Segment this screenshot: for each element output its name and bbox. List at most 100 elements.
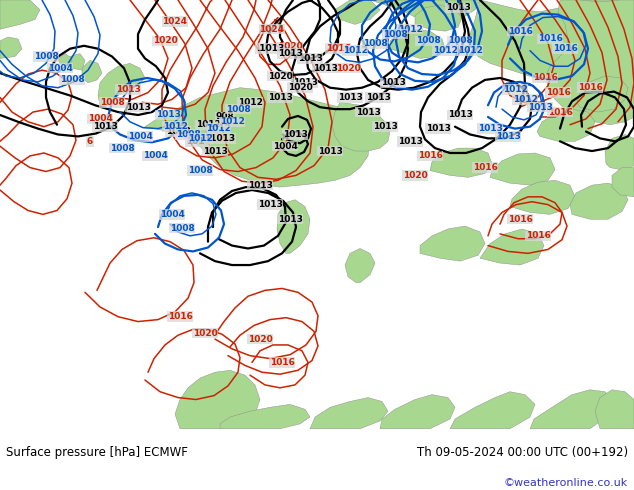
Polygon shape — [390, 29, 445, 58]
Text: 1016: 1016 — [548, 108, 573, 117]
Text: 1008: 1008 — [110, 144, 134, 152]
Polygon shape — [68, 53, 85, 70]
Text: Surface pressure [hPa] ECMWF: Surface pressure [hPa] ECMWF — [6, 445, 188, 459]
Text: 1016: 1016 — [326, 44, 351, 53]
Text: 1013: 1013 — [425, 124, 450, 133]
Polygon shape — [577, 76, 628, 112]
Polygon shape — [415, 5, 462, 31]
Text: 1016: 1016 — [269, 358, 294, 367]
Text: 1008: 1008 — [100, 98, 124, 107]
Polygon shape — [537, 109, 595, 141]
Text: 1013: 1013 — [268, 93, 292, 102]
Text: 1004: 1004 — [160, 210, 184, 219]
Text: 1016: 1016 — [546, 88, 571, 97]
Text: 1016: 1016 — [472, 163, 498, 172]
Text: 11013: 11013 — [204, 134, 236, 143]
Text: 1004: 1004 — [87, 114, 112, 123]
Text: 1020: 1020 — [153, 36, 178, 46]
Polygon shape — [450, 392, 535, 429]
Text: 1016: 1016 — [526, 231, 550, 240]
Text: 1012: 1012 — [195, 120, 221, 129]
Text: 1013: 1013 — [448, 110, 472, 120]
Text: 1008: 1008 — [416, 36, 441, 46]
Polygon shape — [530, 390, 614, 429]
Text: 1016: 1016 — [538, 34, 562, 44]
Text: 1013: 1013 — [155, 110, 181, 120]
Text: 6: 6 — [87, 137, 93, 146]
Polygon shape — [420, 226, 485, 261]
Text: 1013: 1013 — [115, 85, 141, 94]
Polygon shape — [58, 53, 72, 66]
Text: Th 09-05-2024 00:00 UTC (00+192): Th 09-05-2024 00:00 UTC (00+192) — [417, 445, 628, 459]
Polygon shape — [470, 0, 634, 80]
Text: 1016: 1016 — [508, 215, 533, 224]
Polygon shape — [335, 0, 380, 24]
Text: 1013: 1013 — [318, 147, 342, 155]
Text: 1020: 1020 — [288, 83, 313, 92]
Text: 1008: 1008 — [363, 39, 387, 49]
Text: 1013: 1013 — [93, 122, 117, 131]
Text: 1013: 1013 — [373, 122, 398, 131]
Text: 1013: 1013 — [380, 78, 405, 87]
Polygon shape — [480, 229, 544, 265]
Text: ©weatheronline.co.uk: ©weatheronline.co.uk — [503, 478, 628, 488]
Text: 1016: 1016 — [418, 151, 443, 160]
Text: 1008: 1008 — [60, 75, 84, 84]
Polygon shape — [310, 397, 388, 429]
Text: 1013: 1013 — [186, 137, 210, 146]
Text: 1013: 1013 — [496, 132, 521, 141]
Text: 1008: 1008 — [448, 36, 472, 46]
Polygon shape — [570, 183, 628, 219]
Polygon shape — [510, 180, 575, 215]
Polygon shape — [490, 153, 555, 185]
Polygon shape — [370, 0, 480, 24]
Text: 1013: 1013 — [527, 103, 552, 112]
Text: 1013: 1013 — [202, 147, 228, 155]
Text: 1013: 1013 — [398, 137, 422, 146]
Polygon shape — [145, 88, 370, 187]
Text: 1013: 1013 — [446, 3, 470, 12]
Text: 1013: 1013 — [278, 49, 302, 58]
Text: 1013: 1013 — [313, 64, 337, 73]
Text: 1020: 1020 — [278, 42, 302, 51]
Text: 1013: 1013 — [337, 93, 363, 102]
Polygon shape — [82, 60, 102, 83]
Text: 1012: 1012 — [188, 134, 212, 143]
Text: 1012: 1012 — [503, 85, 527, 94]
Text: 1020: 1020 — [403, 171, 427, 180]
Text: 1013: 1013 — [366, 93, 391, 102]
Text: 1013: 1013 — [477, 124, 502, 133]
Text: 1012: 1012 — [512, 95, 538, 104]
Text: 1012: 1012 — [458, 46, 482, 55]
Text: 1024: 1024 — [162, 17, 188, 26]
Text: 1008: 1008 — [176, 130, 200, 139]
Polygon shape — [98, 63, 145, 107]
Text: 1004: 1004 — [143, 151, 167, 160]
Text: 1013: 1013 — [247, 181, 273, 190]
Text: 1004: 1004 — [48, 64, 72, 73]
Text: 1012: 1012 — [162, 122, 188, 131]
Text: 1016: 1016 — [508, 26, 533, 36]
Text: 1013: 1013 — [356, 108, 380, 117]
Polygon shape — [345, 248, 375, 283]
Text: 1016: 1016 — [533, 74, 557, 82]
Polygon shape — [595, 390, 634, 429]
Text: 1004: 1004 — [127, 132, 152, 141]
Polygon shape — [277, 200, 310, 253]
Text: 1024: 1024 — [259, 24, 285, 34]
Text: 1013: 1013 — [292, 78, 318, 87]
Text: .1013: .1013 — [256, 44, 284, 53]
Polygon shape — [0, 0, 40, 29]
Polygon shape — [430, 148, 492, 177]
Text: 1008: 1008 — [170, 223, 195, 233]
Polygon shape — [612, 168, 634, 197]
Text: 1020: 1020 — [193, 329, 217, 338]
Text: 1016: 1016 — [578, 83, 602, 92]
Text: 1008: 1008 — [383, 29, 408, 39]
Text: 1008: 1008 — [188, 166, 212, 175]
Text: 1012: 1012 — [238, 98, 262, 107]
Polygon shape — [332, 102, 390, 151]
Polygon shape — [220, 404, 310, 429]
Text: 1016: 1016 — [167, 312, 193, 321]
Polygon shape — [380, 394, 455, 429]
